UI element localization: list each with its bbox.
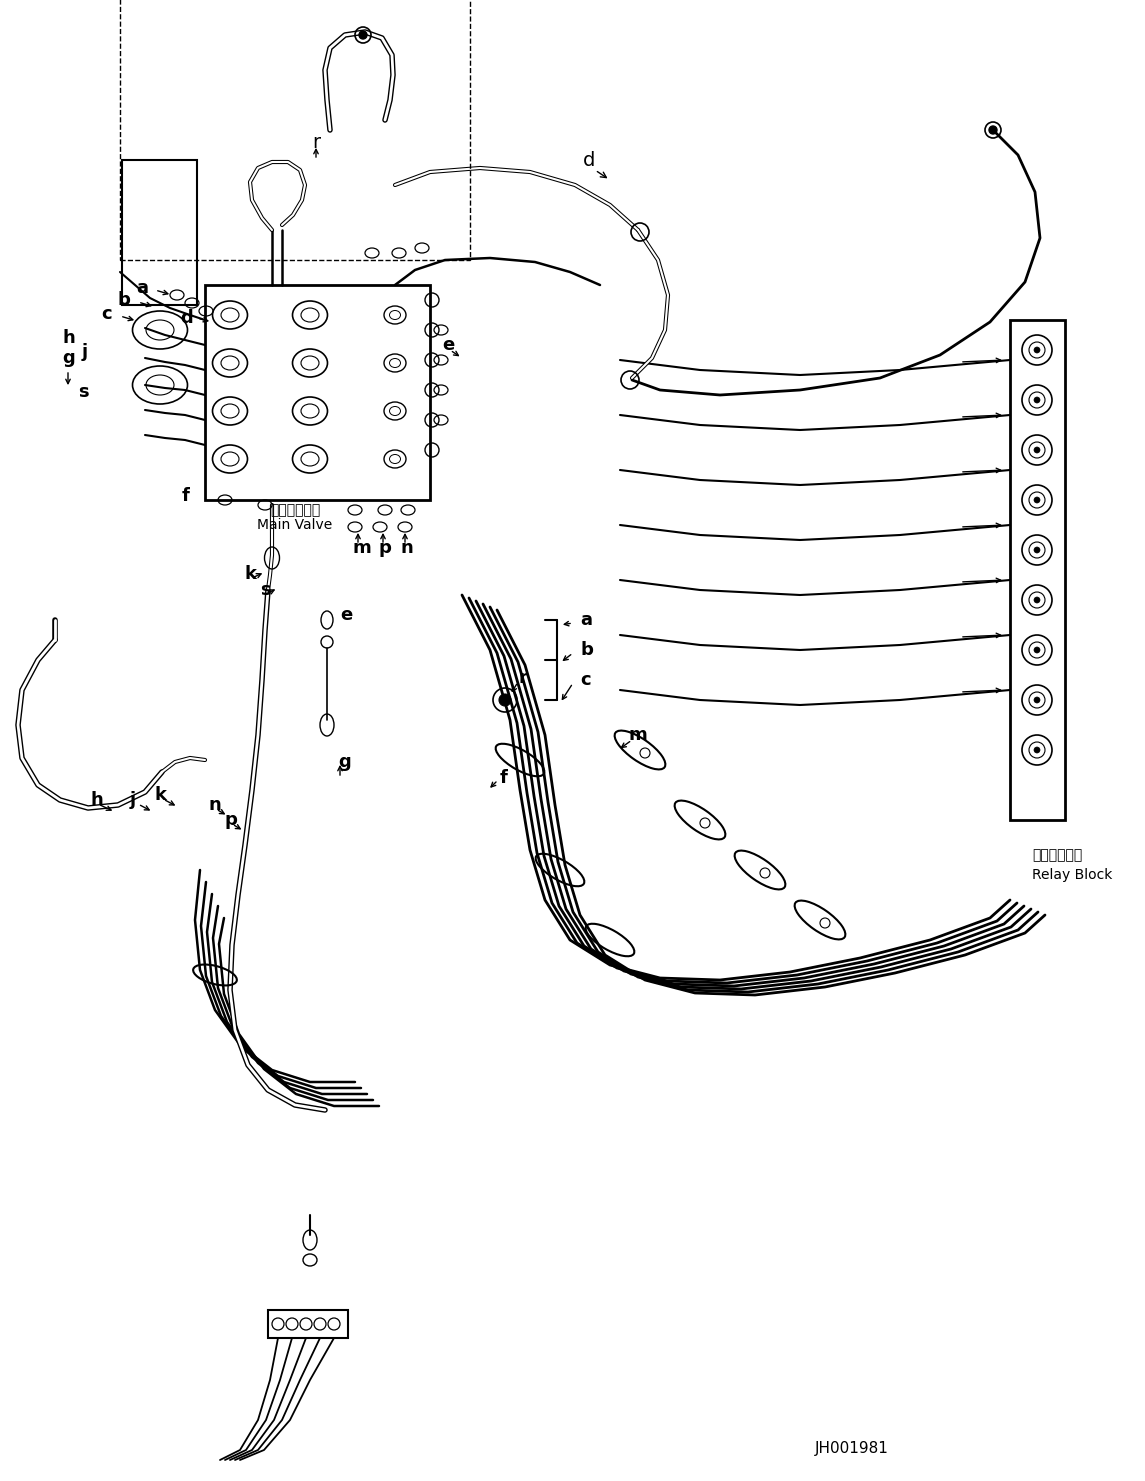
Text: Relay Block: Relay Block: [1032, 868, 1113, 883]
Text: p: p: [378, 539, 390, 557]
Text: j: j: [131, 791, 136, 809]
Text: n: n: [400, 539, 412, 557]
Text: g: g: [338, 752, 350, 772]
Text: f: f: [182, 487, 190, 505]
Text: b: b: [117, 290, 131, 310]
Circle shape: [1034, 546, 1040, 552]
Circle shape: [1034, 746, 1040, 752]
Text: k: k: [155, 786, 167, 804]
Text: h: h: [62, 329, 74, 347]
Circle shape: [1034, 447, 1040, 453]
Text: m: m: [627, 726, 647, 743]
Text: 中継ブロック: 中継ブロック: [1032, 849, 1082, 862]
Text: b: b: [581, 641, 593, 659]
Text: JH001981: JH001981: [815, 1441, 889, 1456]
Circle shape: [1034, 647, 1040, 653]
Circle shape: [1034, 597, 1040, 603]
Circle shape: [499, 695, 511, 706]
Text: g: g: [62, 350, 74, 367]
Text: Main Valve: Main Valve: [258, 518, 333, 532]
Text: r: r: [518, 669, 527, 687]
Bar: [205, 284, 431, 501]
Circle shape: [1034, 397, 1040, 403]
Text: e: e: [340, 606, 353, 624]
Text: p: p: [226, 812, 238, 829]
Circle shape: [989, 126, 997, 133]
Circle shape: [1034, 698, 1040, 703]
Text: e: e: [442, 336, 455, 354]
Text: a: a: [136, 278, 148, 298]
Text: r: r: [311, 132, 321, 151]
Circle shape: [1034, 347, 1040, 352]
Text: n: n: [208, 795, 221, 815]
Text: s: s: [260, 581, 270, 598]
Text: d: d: [180, 310, 194, 327]
Circle shape: [1034, 498, 1040, 504]
Text: メインバルブ: メインバルブ: [270, 504, 321, 517]
Text: c: c: [102, 305, 112, 323]
Circle shape: [360, 31, 368, 39]
Text: j: j: [82, 344, 88, 361]
Text: a: a: [581, 612, 592, 629]
Bar: [1010, 320, 1065, 820]
Text: d: d: [583, 151, 595, 169]
Text: f: f: [500, 769, 508, 786]
Bar: [268, 1311, 348, 1337]
Text: s: s: [78, 384, 88, 401]
Text: h: h: [90, 791, 103, 809]
Text: c: c: [581, 671, 591, 689]
Text: k: k: [245, 564, 256, 584]
Bar: [120, 0, 469, 261]
Bar: [123, 160, 197, 305]
Text: m: m: [352, 539, 371, 557]
